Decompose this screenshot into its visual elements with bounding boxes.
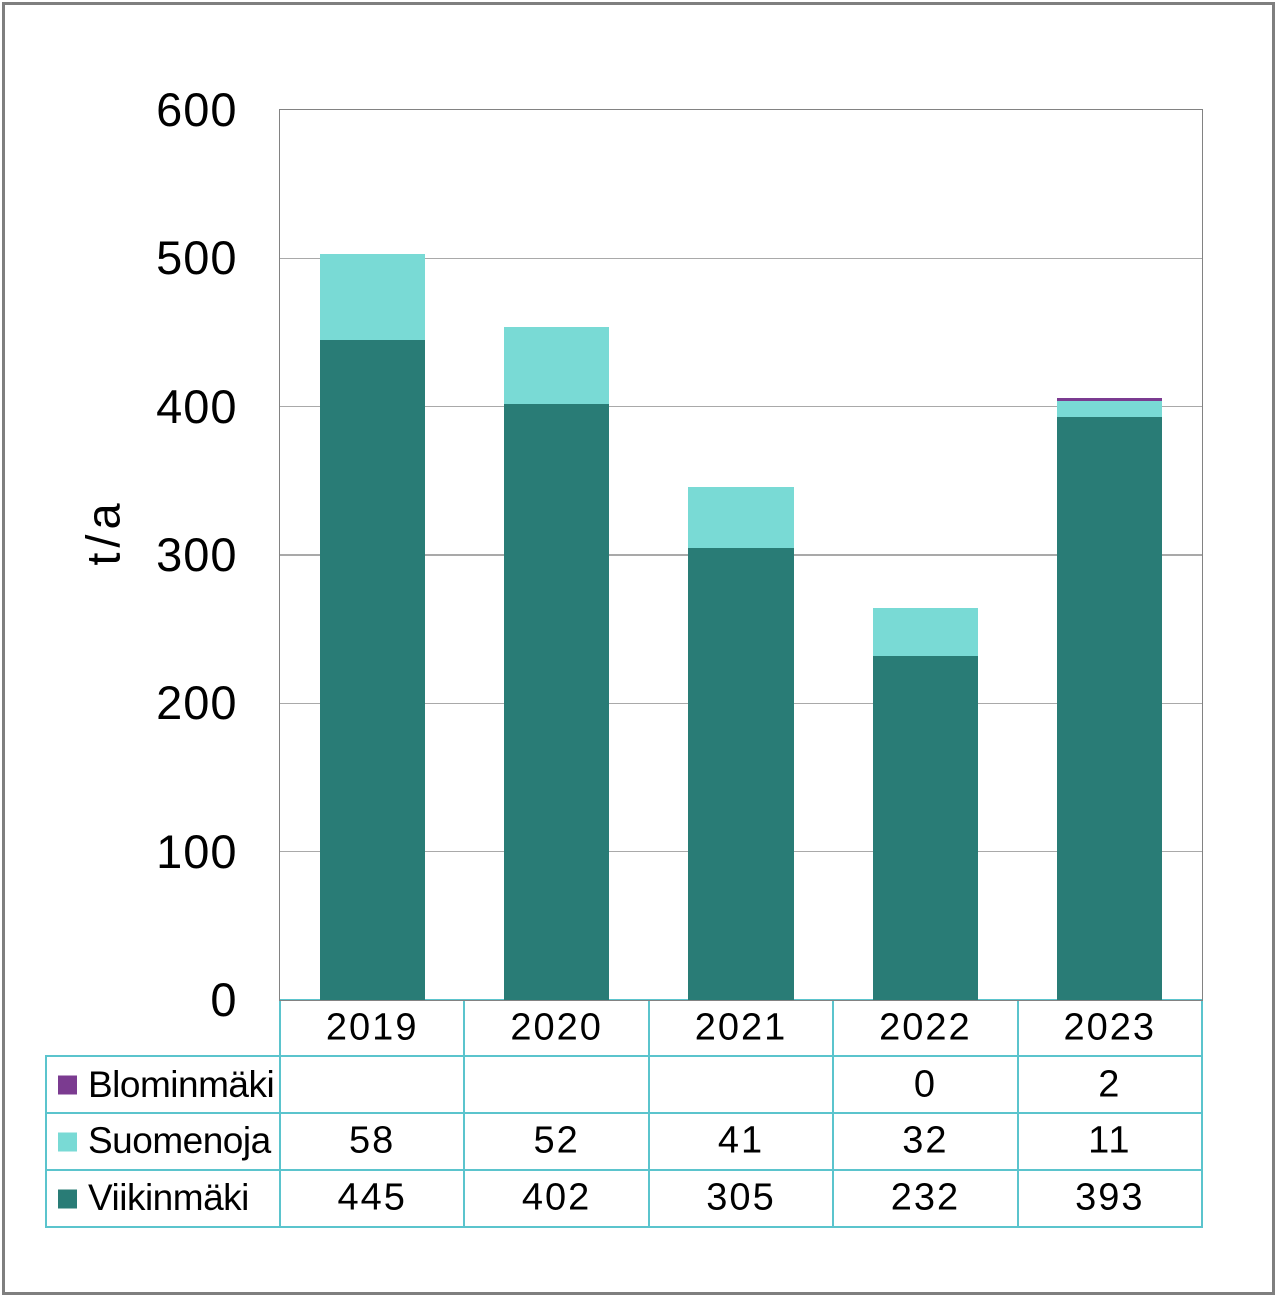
- table-cell-Suomenoja-2023: 11: [1088, 1119, 1132, 1162]
- bar-segment-Viikinmäki-2022: [872, 655, 979, 1000]
- table-border-col-5: [1201, 998, 1203, 1228]
- year-header-cell-2019: 2019: [325, 1006, 419, 1049]
- table-border-row-3: [45, 1168, 1203, 1171]
- year-header-cell-2022: 2022: [879, 1006, 972, 1049]
- table-cell-Viikinmäki-2019: 445: [337, 1176, 407, 1219]
- bar-segment-Suomenoja-2019: [319, 253, 425, 340]
- table-border-row-2: [45, 1112, 1203, 1114]
- bar-segment-Blominmäki-2023: [1057, 397, 1163, 401]
- legend-label-Suomenoja: Suomenoja: [88, 1120, 271, 1162]
- legend-key-Viikinmäki-icon: [58, 1189, 77, 1209]
- table-border-row-1: [45, 1055, 1203, 1058]
- table-cell-Suomenoja-2021: 41: [717, 1119, 765, 1162]
- y-axis-title: t/a: [76, 498, 130, 566]
- table-border-col-0: [279, 998, 281, 1228]
- bar-segment-Viikinmäki-2021: [688, 547, 794, 1000]
- legend-label-Blominmäki: Blominmäki: [88, 1063, 275, 1105]
- table-cell-Viikinmäki-2021: 305: [706, 1176, 776, 1219]
- year-header-cell-2021: 2021: [694, 1006, 788, 1049]
- bar-segment-Viikinmäki-2023: [1057, 417, 1163, 1000]
- bar-segment-Suomenoja-2023: [1057, 400, 1163, 418]
- table-border-row-4: [45, 1225, 1203, 1228]
- table-border-col-1: [463, 998, 466, 1228]
- bar-segment-Suomenoja-2021: [688, 486, 794, 548]
- bar-segment-Suomenoja-2022: [872, 608, 979, 656]
- bar-segment-Viikinmäki-2020: [503, 403, 610, 1000]
- year-header-cell-2023: 2023: [1063, 1006, 1157, 1049]
- table-cell-Blominmäki-2023: 2: [1098, 1063, 1122, 1106]
- table-cell-Viikinmäki-2020: 402: [521, 1176, 592, 1219]
- table-cell-Viikinmäki-2023: 393: [1075, 1176, 1145, 1219]
- table-cell-Suomenoja-2022: 32: [902, 1119, 949, 1162]
- legend-key-Blominmäki-icon: [58, 1075, 77, 1095]
- legend-key-Suomenoja-icon: [58, 1132, 77, 1152]
- year-header-cell-2020: 2020: [510, 1006, 603, 1049]
- legend-label-Viikinmäki: Viikinmäki: [88, 1177, 249, 1219]
- table-border-left: [45, 1055, 47, 1228]
- table-cell-Suomenoja-2019: 58: [349, 1119, 396, 1162]
- bar-segment-Suomenoja-2020: [503, 326, 610, 404]
- table-border-col-4: [1016, 998, 1019, 1228]
- table-cell-Viikinmäki-2022: 232: [890, 1176, 961, 1219]
- table-cell-Blominmäki-2022: 0: [913, 1063, 937, 1106]
- table-border-col-2: [647, 998, 650, 1228]
- bar-segment-Viikinmäki-2019: [319, 339, 425, 1000]
- table-border-col-3: [832, 998, 835, 1228]
- table-cell-Suomenoja-2020: 52: [533, 1119, 580, 1162]
